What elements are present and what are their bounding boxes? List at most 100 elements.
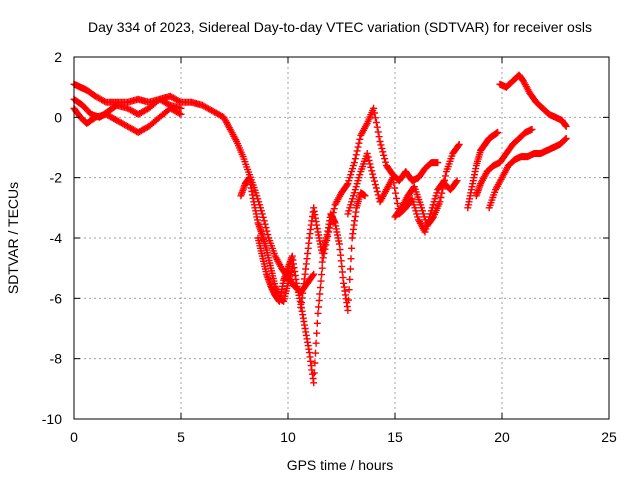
data-point [350, 189, 358, 197]
data-point [322, 241, 330, 249]
data-point [327, 216, 335, 224]
series-track-13 [485, 134, 570, 212]
data-point [434, 159, 442, 167]
series-track-3 [70, 104, 185, 136]
data-point [347, 171, 355, 179]
data-point [379, 148, 387, 156]
data-point [372, 184, 380, 192]
data-point [419, 207, 426, 215]
data-point [377, 141, 385, 149]
data-point [412, 207, 420, 215]
data-point [355, 139, 363, 147]
data-point [261, 220, 269, 228]
data-point [344, 306, 352, 314]
y-tick-label: 0 [54, 109, 62, 125]
data-point [454, 142, 462, 150]
data-point [436, 198, 444, 206]
data-point [528, 125, 536, 133]
series-track-14 [496, 71, 570, 130]
data-point [311, 359, 319, 367]
data-point [329, 209, 337, 217]
data-point [390, 179, 398, 187]
data-marks [70, 71, 570, 387]
data-point [317, 277, 325, 285]
data-point [371, 114, 379, 122]
x-tick-label: 25 [601, 429, 617, 445]
data-point [351, 155, 359, 163]
data-point [316, 284, 324, 292]
data-point [380, 151, 388, 159]
data-point [365, 156, 373, 164]
data-point [326, 224, 334, 232]
data-point [439, 185, 447, 193]
data-point [370, 174, 378, 182]
data-point [315, 303, 323, 311]
data-point [312, 349, 319, 357]
data-point [318, 258, 326, 266]
data-point [452, 178, 460, 186]
series-track-8 [344, 150, 448, 236]
chart-title: Day 334 of 2023, Sidereal Day-to-day VTE… [88, 19, 592, 35]
data-point [371, 177, 378, 185]
data-point [345, 296, 352, 304]
data-point [318, 271, 326, 279]
axis-ticks: 0 5 10 15 20 25 -10 -8 -6 -4 -2 0 2 [42, 49, 617, 445]
data-point [437, 194, 445, 201]
data-point [438, 189, 446, 197]
data-point [353, 147, 361, 155]
data-point [348, 244, 356, 252]
x-tick-label: 20 [494, 429, 510, 445]
data-point [363, 150, 371, 157]
data-point [375, 133, 383, 141]
data-point [370, 104, 378, 112]
series-track-5 [254, 234, 326, 387]
series-track-6 [297, 189, 369, 314]
data-point [393, 200, 401, 207]
series-track-11 [464, 128, 502, 212]
y-tick-label: -8 [50, 351, 63, 367]
data-point [393, 194, 400, 202]
data-point [453, 177, 461, 185]
data-point [373, 188, 381, 195]
data-point [176, 110, 183, 117]
y-axis-title: SDTVAR / TECUs [5, 182, 21, 294]
data-point [441, 172, 449, 180]
data-point [494, 128, 502, 136]
series-track-4 [237, 174, 296, 305]
data-point [455, 141, 463, 148]
data-point [366, 160, 374, 168]
data-point [347, 255, 355, 263]
data-point [262, 224, 270, 232]
data-point [312, 339, 320, 347]
data-point [321, 245, 329, 253]
data-point [315, 297, 323, 304]
data-point [310, 369, 318, 377]
data-point [562, 134, 570, 142]
data-point [354, 143, 362, 151]
data-point [345, 286, 353, 294]
data-point [562, 122, 570, 130]
data-point [310, 270, 318, 278]
data-point [318, 264, 326, 272]
series-track-12 [472, 125, 536, 200]
data-point [324, 232, 332, 240]
data-point [373, 123, 381, 131]
data-point [314, 309, 322, 317]
data-point [392, 189, 400, 197]
data-point [320, 250, 328, 257]
x-tick-label: 10 [280, 429, 296, 445]
data-point [356, 171, 364, 179]
data-point [328, 213, 336, 220]
y-tick-label: -6 [50, 290, 63, 306]
data-point [177, 104, 185, 112]
data-point [356, 135, 364, 143]
data-point [376, 138, 384, 145]
data-point [382, 158, 389, 166]
data-point [346, 265, 354, 273]
data-point [327, 220, 334, 228]
x-tick-label: 15 [387, 429, 403, 445]
series-track-7 [318, 104, 442, 266]
data-point [343, 181, 351, 189]
data-point [346, 275, 354, 283]
